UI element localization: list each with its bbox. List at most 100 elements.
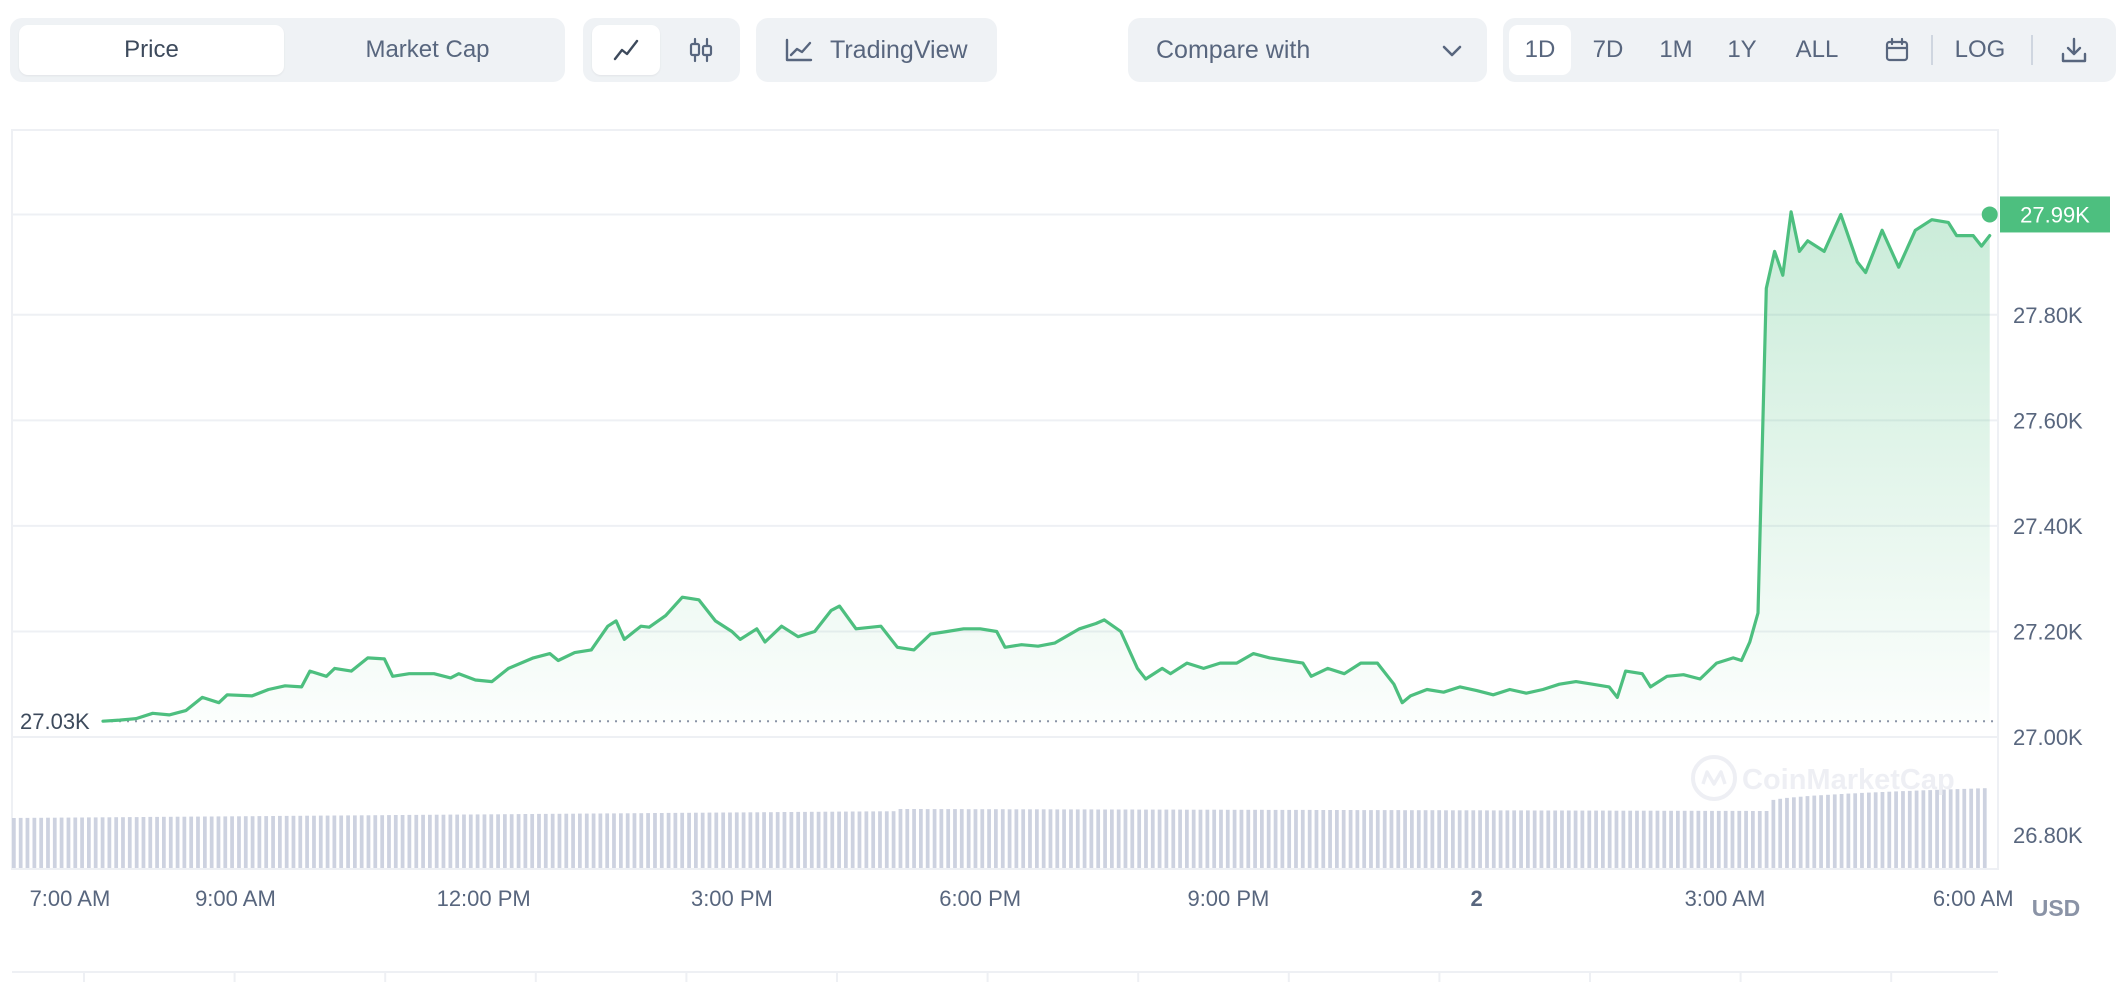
- y-axis: 27.00K 27.20K 27.40K 27.60K 27.80K 26.80K: [2013, 303, 2083, 848]
- x-axis: 7:00 AM 9:00 AM 12:00 PM 3:00 PM 6:00 PM 9:00…: [30, 886, 2014, 911]
- volume-bar: [18, 817, 23, 868]
- volume-bar: [1185, 809, 1189, 868]
- volume-bar: [107, 817, 112, 868]
- volume-bar: [775, 812, 780, 868]
- volume-bar: [1239, 809, 1244, 868]
- tab-price[interactable]: Price: [19, 25, 284, 75]
- download-button[interactable]: [2043, 25, 2105, 75]
- volume-bar: [864, 811, 869, 868]
- volume-bar: [428, 814, 432, 868]
- tab-market-cap[interactable]: Market Cap: [365, 36, 490, 63]
- volume-bar: [298, 815, 303, 868]
- volume-bar: [741, 812, 746, 868]
- volume-bar: [939, 809, 944, 868]
- volume-bar: [680, 812, 685, 868]
- volume-bar: [1846, 793, 1851, 868]
- volume-bar: [905, 809, 910, 868]
- y-tick-label: 26.80K: [2013, 823, 2083, 848]
- price-line: [101, 210, 1992, 723]
- volume-bar: [994, 809, 998, 868]
- volume-bar: [1648, 810, 1653, 868]
- range-all[interactable]: ALL: [1795, 36, 1839, 63]
- volume-bar: [1553, 810, 1558, 868]
- volume-bars: [12, 788, 1987, 868]
- volume-bar: [646, 813, 650, 868]
- volume-bar: [884, 811, 889, 868]
- tradingview-button[interactable]: TradingView: [756, 18, 997, 82]
- volume-bar: [1423, 810, 1428, 868]
- range-1d[interactable]: 1D: [1509, 25, 1571, 75]
- watermark-text: CoinMarketCap: [1742, 764, 1955, 796]
- volume-bar: [1798, 796, 1803, 868]
- volume-bar: [707, 812, 712, 868]
- volume-bar: [1205, 809, 1210, 868]
- line-chart-button[interactable]: [592, 25, 660, 75]
- volume-bar: [1294, 809, 1298, 868]
- volume-bar: [1532, 810, 1537, 868]
- range-1y[interactable]: 1Y: [1727, 36, 1757, 63]
- x-tick-label: 6:00 AM: [1933, 886, 2014, 911]
- volume-bar: [1601, 810, 1605, 868]
- volume-bar: [605, 813, 610, 868]
- volume-bar: [619, 813, 623, 868]
- volume-bar: [1962, 788, 1967, 868]
- volume-bar: [1150, 809, 1155, 868]
- range-1m[interactable]: 1M: [1659, 36, 1693, 63]
- volume-bar: [407, 814, 412, 868]
- volume-bar: [455, 814, 460, 868]
- volume-bar: [1478, 810, 1482, 868]
- volume-bar: [1655, 810, 1660, 868]
- volume-bar: [73, 817, 78, 868]
- volume-bar: [1982, 788, 1987, 868]
- volume-bar: [550, 813, 555, 868]
- volume-bar: [359, 815, 364, 868]
- tradingview-chart-icon: [785, 38, 813, 62]
- log-scale-toggle[interactable]: LOG: [1954, 36, 2006, 63]
- x-tick-label: 9:00 AM: [195, 886, 276, 911]
- date-range-button[interactable]: [1868, 25, 1926, 75]
- volume-bar: [1696, 810, 1701, 868]
- volume-bar: [1676, 810, 1680, 868]
- volume-bar: [421, 814, 425, 868]
- volume-bar: [578, 813, 582, 868]
- volume-bar: [1948, 789, 1953, 868]
- volume-bar: [687, 812, 691, 868]
- volume-bar: [203, 816, 207, 868]
- volume-bar: [380, 815, 385, 868]
- volume-bar: [1566, 810, 1571, 868]
- volume-bar: [318, 815, 323, 868]
- volume-bar: [1839, 794, 1844, 868]
- volume-bar: [1819, 795, 1823, 868]
- volume-bar: [1253, 809, 1257, 868]
- volume-bar: [1689, 810, 1694, 868]
- candlestick-button[interactable]: [667, 25, 735, 75]
- price-chart[interactable]: CoinMarketCap 27.03K 27.00K27.20K27.40K2…: [0, 120, 2124, 982]
- compare-with-dropdown[interactable]: Compare with: [1128, 18, 1487, 82]
- compare-with-label: Compare with: [1156, 35, 1311, 64]
- volume-bar: [1471, 810, 1476, 868]
- volume-bar: [1635, 810, 1639, 868]
- volume-bar: [257, 816, 262, 868]
- volume-bar: [400, 815, 405, 868]
- volume-bar: [1519, 810, 1523, 868]
- volume-bar: [175, 816, 180, 868]
- volume-bar: [462, 814, 466, 868]
- volume-bar: [1526, 810, 1530, 868]
- volume-bar: [332, 815, 337, 868]
- currency-label: USD: [2032, 895, 2081, 921]
- volume-bar: [1416, 810, 1421, 868]
- volume-bar: [1539, 810, 1544, 868]
- volume-bar: [1178, 809, 1182, 868]
- opening-price-label: 27.03K: [20, 709, 90, 734]
- volume-bar: [1880, 792, 1885, 868]
- volume-bar: [816, 811, 821, 868]
- volume-bar: [1792, 797, 1796, 868]
- volume-bar: [1587, 810, 1592, 868]
- time-range-group: 1D 7D 1M 1Y ALL LOG: [1503, 18, 2116, 82]
- volume-bar: [1144, 809, 1148, 868]
- range-7d[interactable]: 7D: [1592, 36, 1624, 63]
- volume-bar: [482, 814, 487, 868]
- volume-bar: [830, 811, 835, 868]
- volume-bar: [973, 809, 978, 868]
- price-area-fill: [103, 211, 1990, 722]
